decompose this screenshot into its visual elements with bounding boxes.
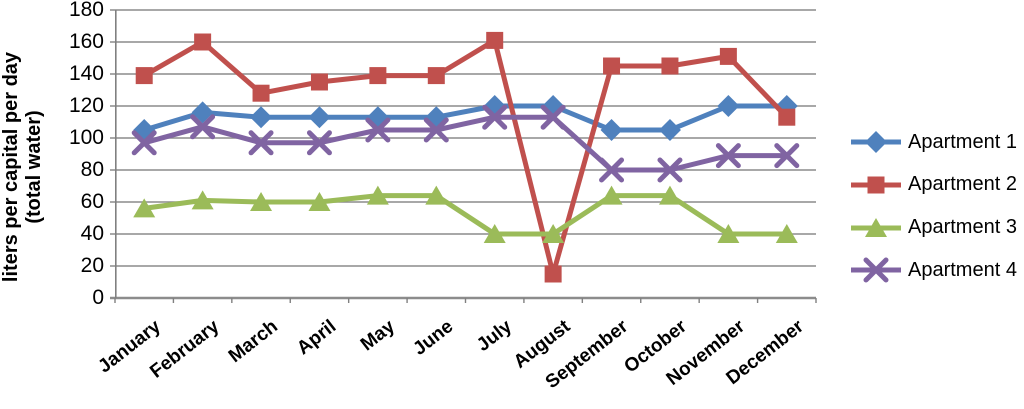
legend-marker-shape: [865, 131, 887, 153]
x-axis-label: May: [356, 316, 399, 356]
series-line: [141, 114, 790, 173]
legend-label: Apartment 3: [908, 216, 1017, 239]
y-tick-label: 140: [68, 62, 104, 85]
y-tick-label: 60: [80, 190, 104, 213]
data-point-marker: [661, 57, 679, 75]
data-point-marker: [774, 143, 800, 169]
data-point-marker: [482, 104, 508, 130]
data-point-marker: [306, 130, 332, 156]
data-point-marker: [658, 119, 681, 141]
diamond-legend-marker-icon: [851, 131, 901, 153]
data-point-marker: [544, 265, 562, 283]
data-point-marker: [423, 117, 449, 143]
data-point-marker: [365, 117, 391, 143]
series-apartment-2: [135, 31, 796, 283]
y-axis-title-line1: liters per capital per day: [0, 51, 22, 283]
data-point-marker: [775, 224, 798, 243]
data-point-marker: [600, 119, 623, 141]
data-point-marker: [658, 185, 681, 205]
legend-item-apartment-3: Apartment 3: [851, 214, 1017, 242]
y-tick-label: 0: [92, 286, 104, 309]
data-point-marker: [657, 157, 683, 183]
data-point-marker: [427, 67, 445, 85]
x-axis-label: April: [293, 316, 341, 360]
x-axis-label: July: [472, 316, 516, 356]
data-point-marker: [603, 57, 621, 75]
legend-marker-shape: [865, 217, 887, 237]
data-point-marker: [131, 130, 157, 156]
series-line: [141, 103, 790, 133]
data-point-marker: [308, 192, 331, 211]
data-point-marker: [599, 157, 625, 183]
legend-label: Apartment 2: [908, 173, 1017, 196]
data-point-marker: [600, 185, 623, 205]
data-point-marker: [252, 84, 270, 102]
legend-item-apartment-2: Apartment 2: [851, 171, 1017, 199]
data-point-marker: [308, 106, 331, 129]
legend-marker-shape: [863, 257, 889, 283]
y-tick-label: 160: [68, 30, 104, 53]
square-legend-marker-icon: [851, 176, 901, 194]
data-point-marker: [250, 192, 273, 211]
data-point-marker: [542, 224, 565, 243]
y-tick-label: 100: [68, 126, 104, 149]
x-axis-label: March: [224, 316, 282, 368]
legend-label: Apartment 4: [908, 258, 1017, 281]
triangle-legend-marker-icon: [851, 217, 901, 237]
data-point-marker: [486, 31, 504, 49]
y-tick-label: 20: [80, 254, 104, 277]
series-apartment-3: [133, 185, 798, 243]
data-point-marker: [715, 143, 741, 169]
data-point-marker: [366, 185, 389, 205]
legend-item-apartment-1: Apartment 1: [851, 128, 1017, 156]
y-tick-label: 180: [68, 0, 104, 21]
legend-label: Apartment 1: [908, 130, 1017, 153]
x-axis-label: June: [409, 316, 458, 360]
y-tick-label: 40: [80, 222, 104, 245]
data-point-marker: [717, 224, 740, 243]
data-point-marker: [133, 198, 156, 218]
data-point-marker: [483, 224, 506, 243]
data-point-marker: [250, 106, 273, 129]
data-point-marker: [194, 33, 212, 51]
data-point-marker: [540, 104, 566, 130]
y-tick-label: 80: [80, 158, 104, 181]
data-point-marker: [717, 95, 740, 117]
data-point-marker: [191, 190, 214, 210]
legend-item-apartment-4: Apartment 4: [851, 256, 1017, 284]
series-line: [141, 37, 790, 277]
data-point-marker: [778, 108, 796, 126]
series-line: [141, 193, 790, 237]
x-legend-marker-icon: [851, 257, 901, 283]
legend-marker-shape: [867, 176, 885, 194]
data-point-marker: [369, 67, 387, 85]
data-point-marker: [190, 114, 216, 140]
y-tick-label: 120: [68, 94, 104, 117]
data-point-marker: [135, 67, 153, 85]
data-point-marker: [425, 185, 448, 205]
plot-area: [110, 9, 817, 303]
legend: Apartment 1 Apartment 2 Apartment 3 Apartme…: [851, 0, 1021, 409]
data-point-marker: [310, 73, 328, 91]
data-point-marker: [248, 130, 274, 156]
data-point-marker: [719, 47, 737, 65]
series-apartment-4: [131, 104, 800, 183]
